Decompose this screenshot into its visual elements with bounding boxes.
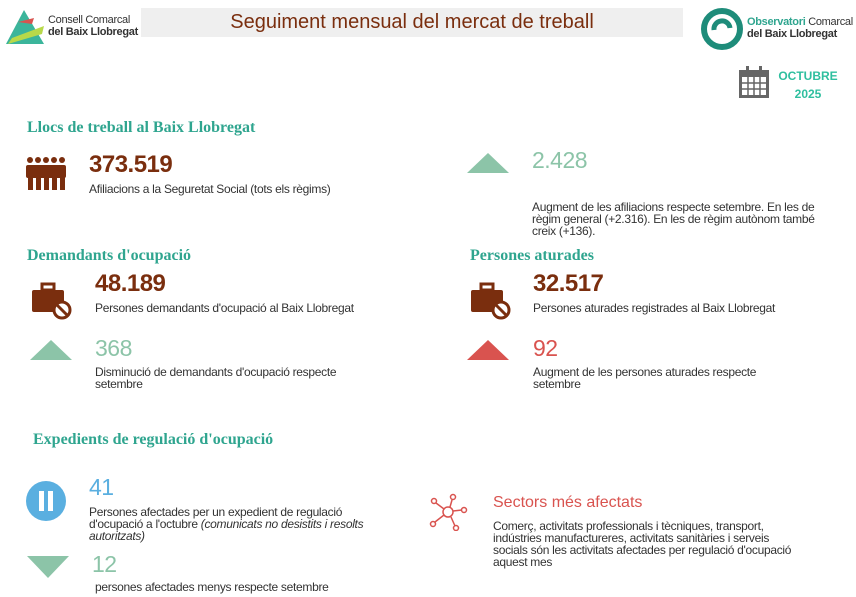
obs-name-b: Comarcal (805, 16, 853, 28)
consell-logo-icon (6, 10, 44, 44)
decrease-arrow-icon (27, 556, 69, 578)
demandants-change: 368 (95, 335, 132, 361)
sectors-heading: Sectors més afectats (493, 494, 643, 511)
pause-icon (26, 481, 66, 521)
expedients-change: 12 (92, 551, 117, 577)
org-name-line2: del Baix Llobregat (48, 26, 138, 38)
obs-name-line2: del Baix Llobregat (747, 28, 837, 40)
increase-arrow-icon (467, 340, 509, 360)
expedients-value: 41 (89, 474, 114, 500)
llocs-change-text: Augment de les afiliacions respecte sete… (532, 200, 815, 238)
observatori-logo-icon (701, 8, 743, 50)
increase-arrow-icon (30, 340, 72, 360)
llocs-label: Afiliacions a la Seguretat Social (tots … (89, 182, 331, 196)
increase-arrow-icon (467, 153, 509, 173)
expedients-label: Persones afectades per un expedient de r… (89, 506, 389, 542)
llocs-heading: Llocs de treball al Baix Llobregat (27, 119, 256, 136)
llocs-value: 373.519 (89, 151, 173, 178)
demandants-change-text: Disminució de demandants d'ocupació resp… (95, 365, 337, 391)
month: OCTUBRE (778, 69, 838, 83)
org-name-line1: Consell Comarcal (48, 14, 131, 26)
year: 2025 (794, 87, 822, 101)
aturades-value: 32.517 (533, 270, 604, 297)
expedients-heading: Expedients de regulació d'ocupació (33, 431, 274, 448)
briefcase-icon (32, 282, 72, 320)
observatori-name: Observatori Comarcal del Baix Llobregat (747, 16, 853, 40)
aturades-label: Persones aturades registrades al Baix Ll… (533, 301, 776, 315)
aturades-heading: Persones aturades (470, 247, 594, 264)
calendar-icon (739, 66, 769, 98)
aturades-change: 92 (533, 335, 558, 361)
expedients-change-text: persones afectades menys respecte setemb… (95, 580, 329, 594)
demandants-label: Persones demandants d'ocupació al Baix L… (95, 301, 354, 315)
network-icon (429, 493, 468, 531)
llocs-change: 2.428 (532, 147, 588, 173)
demandants-heading: Demandants d'ocupació (27, 247, 192, 264)
demandants-value: 48.189 (95, 270, 166, 297)
expedients-label-text: Persones afectades per un expedient de r… (89, 505, 343, 531)
org-name: Consell Comarcal del Baix Llobregat (48, 14, 138, 38)
people-icon (26, 157, 66, 190)
briefcase-icon (471, 282, 511, 320)
report-date: OCTUBRE 2025 (775, 67, 841, 103)
expedients-label-note: (comunicats no desistits i resolts autor… (89, 517, 364, 543)
page-title: Seguiment mensual del mercat de treball (141, 8, 683, 37)
sectors-text: Comerç, activitats professionals i tècni… (493, 519, 792, 569)
aturades-change-text: Augment de les persones aturades respect… (533, 365, 757, 391)
obs-name-a: Observatori (747, 16, 806, 28)
